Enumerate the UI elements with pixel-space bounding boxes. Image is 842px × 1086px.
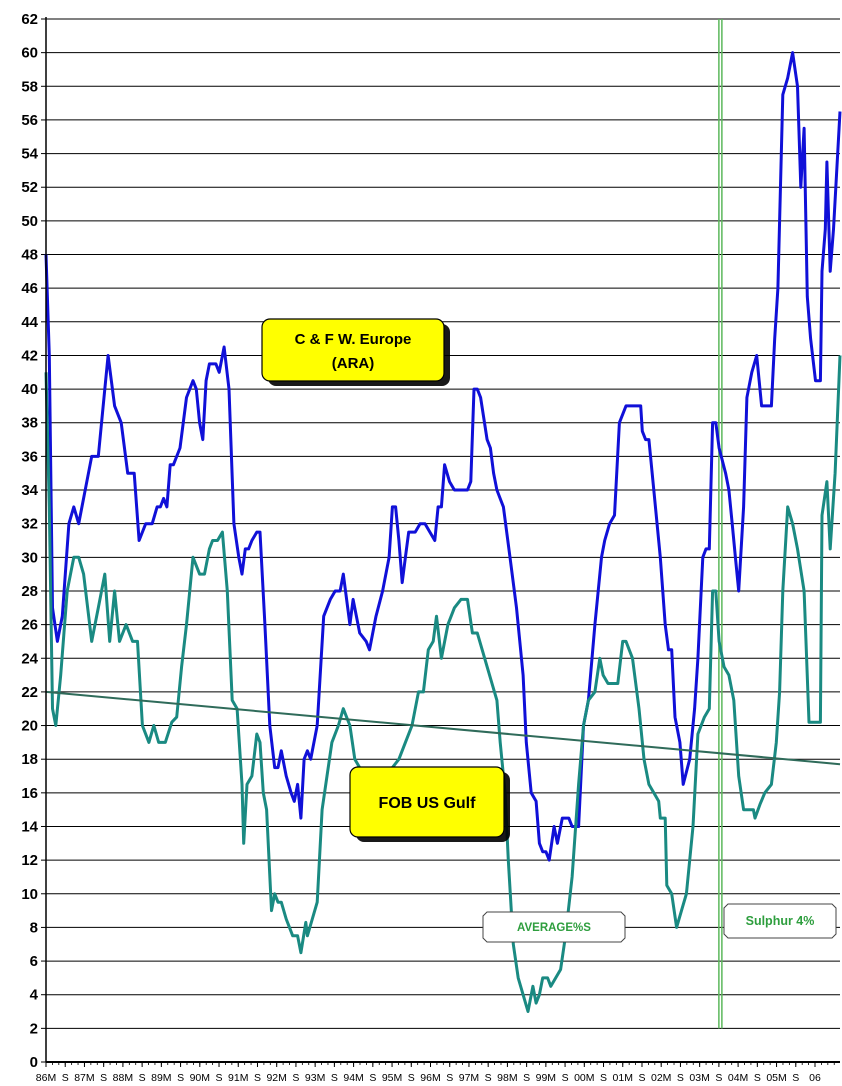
series-lines: [44, 19, 842, 1029]
x-tick-label-5: S: [139, 1072, 146, 1084]
y-tick-label-4: 4: [30, 987, 39, 1004]
x-tick-label-10: 91M: [228, 1072, 248, 1084]
x-tick-label-34: 03M: [689, 1072, 709, 1084]
tag-average-label: AVERAGE%S: [517, 922, 591, 934]
x-tick-label-22: 97M: [459, 1072, 479, 1084]
series-line-0: [44, 51, 842, 862]
y-tick-label-28: 28: [21, 583, 38, 600]
callout-us-gulf-label: FOB US Gulf: [379, 795, 477, 812]
y-tick-label-0: 0: [30, 1054, 38, 1071]
y-tick-label-60: 60: [21, 45, 38, 62]
x-tick-label-33: S: [677, 1072, 684, 1084]
y-tick-label-18: 18: [21, 751, 38, 768]
x-tick-label-27: S: [562, 1072, 569, 1084]
x-tick-label-14: 93M: [305, 1072, 325, 1084]
y-tick-label-20: 20: [21, 718, 38, 735]
x-tick-label-32: 02M: [651, 1072, 671, 1084]
y-tick-label-10: 10: [21, 886, 38, 903]
callout-west-europe: C & F W. Europe (ARA): [261, 318, 450, 386]
x-tick-label-18: 95M: [382, 1072, 402, 1084]
series-line-1: [44, 355, 842, 1013]
callout-west-europe-line1: C & F W. Europe: [295, 331, 412, 348]
grid-lines: [46, 18, 840, 1029]
y-tick-label-48: 48: [21, 247, 38, 264]
tag-sulphur: Sulphur 4%: [723, 903, 837, 939]
x-tick-label-2: 87M: [74, 1072, 94, 1084]
x-axis-ticks: 86M S 87M S 88M S 89M S 90M S 91M S 92M S 93M S 94M S 95M S…: [36, 1062, 835, 1084]
x-tick-label-12: 92M: [266, 1072, 286, 1084]
y-tick-label-44: 44: [21, 314, 38, 331]
y-tick-label-40: 40: [21, 381, 38, 398]
y-tick-label-30: 30: [21, 549, 38, 566]
y-axis-ticks: 0246810121416182022242628303234363840424…: [21, 11, 46, 1071]
y-tick-label-26: 26: [21, 617, 38, 634]
x-tick-label-19: S: [408, 1072, 415, 1084]
x-tick-label-11: S: [254, 1072, 261, 1084]
x-tick-label-13: S: [292, 1072, 299, 1084]
x-tick-label-25: S: [523, 1072, 530, 1084]
x-tick-label-30: 01M: [613, 1072, 633, 1084]
y-tick-label-42: 42: [21, 347, 38, 364]
x-tick-label-15: S: [331, 1072, 338, 1084]
x-tick-label-21: S: [446, 1072, 453, 1084]
x-tick-label-29: S: [600, 1072, 607, 1084]
tag-sulphur-label: Sulphur 4%: [746, 914, 815, 928]
y-tick-label-6: 6: [30, 953, 38, 970]
x-tick-label-40: 06: [809, 1072, 821, 1084]
x-tick-label-9: S: [216, 1072, 223, 1084]
y-tick-label-24: 24: [21, 650, 38, 667]
x-tick-label-31: S: [638, 1072, 645, 1084]
x-tick-label-24: 98M: [497, 1072, 517, 1084]
x-tick-label-16: 94M: [343, 1072, 363, 1084]
x-tick-label-7: S: [177, 1072, 184, 1084]
x-tick-label-20: 96M: [420, 1072, 440, 1084]
y-tick-label-2: 2: [30, 1020, 38, 1037]
y-tick-label-50: 50: [21, 213, 38, 230]
y-tick-label-58: 58: [21, 78, 38, 95]
x-tick-label-39: S: [792, 1072, 799, 1084]
y-tick-label-62: 62: [21, 11, 38, 28]
x-tick-label-1: S: [62, 1072, 69, 1084]
x-tick-label-6: 89M: [151, 1072, 171, 1084]
x-tick-label-3: S: [100, 1072, 107, 1084]
y-tick-label-56: 56: [21, 112, 38, 129]
y-tick-label-54: 54: [21, 146, 38, 163]
y-tick-label-14: 14: [21, 818, 38, 835]
x-tick-label-0: 86M: [36, 1072, 56, 1084]
x-tick-label-4: 88M: [113, 1072, 133, 1084]
x-tick-label-37: S: [754, 1072, 761, 1084]
y-tick-label-38: 38: [21, 415, 38, 432]
x-tick-label-26: 99M: [536, 1072, 556, 1084]
callout-us-gulf: FOB US Gulf: [349, 766, 510, 842]
axes: [45, 17, 840, 1063]
y-tick-label-52: 52: [21, 179, 38, 196]
x-tick-label-38: 05M: [766, 1072, 786, 1084]
y-tick-label-8: 8: [30, 919, 38, 936]
callout-west-europe-line2: (ARA): [332, 355, 375, 372]
tag-average: AVERAGE%S: [482, 911, 626, 943]
x-tick-label-17: S: [369, 1072, 376, 1084]
y-tick-label-12: 12: [21, 852, 38, 869]
x-tick-label-28: 00M: [574, 1072, 594, 1084]
x-tick-label-8: 90M: [190, 1072, 210, 1084]
y-tick-label-34: 34: [21, 482, 38, 499]
y-tick-label-32: 32: [21, 516, 38, 533]
series-line-2: [45, 690, 841, 766]
y-tick-label-46: 46: [21, 280, 38, 297]
y-tick-label-16: 16: [21, 785, 38, 802]
x-tick-label-23: S: [485, 1072, 492, 1084]
x-tick-label-35: S: [715, 1072, 722, 1084]
x-tick-label-36: 04M: [728, 1072, 748, 1084]
y-tick-label-22: 22: [21, 684, 38, 701]
y-tick-label-36: 36: [21, 448, 38, 465]
